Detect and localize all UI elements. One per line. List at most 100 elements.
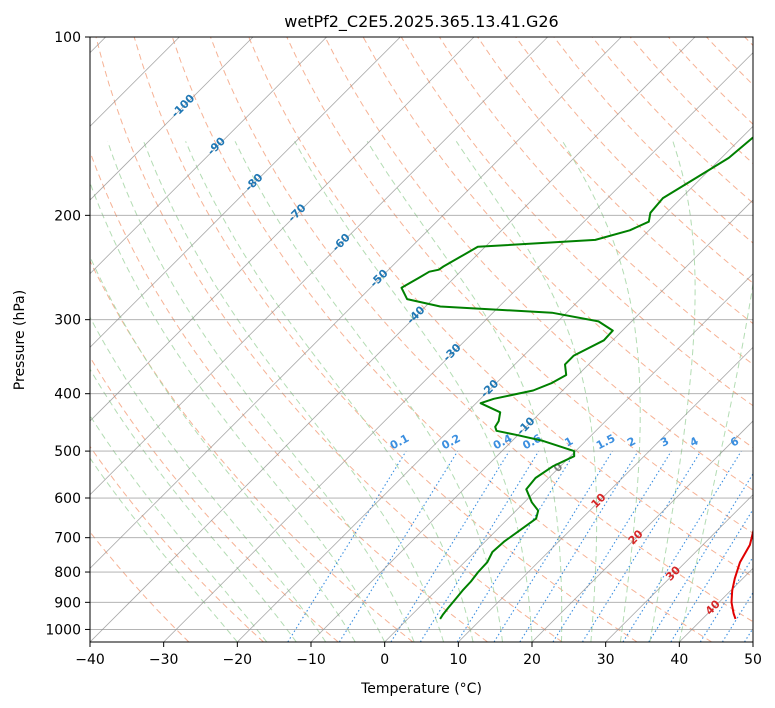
- x-axis-label: Temperature (°C): [360, 681, 482, 697]
- moist-adiabat-line: [185, 141, 474, 642]
- x-tick-label: 20: [523, 652, 541, 668]
- dry-adiabat-line: [90, 531, 190, 642]
- mixing-ratio-line: [519, 450, 639, 642]
- dry-adiabat-line: [668, 37, 753, 125]
- isotherm-label: -80: [242, 171, 265, 194]
- mixing-ratio-line: [456, 450, 577, 642]
- x-axis-ticks: −40 −30 −20 −10 0 10 20 30 40 50: [75, 642, 762, 668]
- temperature-profile-line: [730, 528, 753, 620]
- isotherm-label: -70: [285, 201, 308, 224]
- x-tick-label: 50: [744, 652, 762, 668]
- isotherm-label: -40: [404, 303, 427, 326]
- mixing-ratio-line: [390, 450, 510, 642]
- mixing-ratio-label: 1.5: [594, 432, 617, 453]
- isotherm-line: [310, 199, 753, 642]
- mixing-ratio-line: [622, 450, 742, 642]
- mixing-ratio-line: [338, 450, 459, 642]
- moist-adiabat-line: [90, 414, 268, 642]
- dry-adiabat-line: [706, 37, 753, 86]
- mixing-ratio-line: [287, 450, 407, 642]
- dry-adiabat-line: [90, 150, 488, 642]
- dry-adiabat-line: [591, 37, 753, 204]
- x-tick-label: 10: [449, 652, 467, 668]
- y-tick-label: 200: [54, 208, 81, 224]
- mixing-ratio-lines: [287, 450, 753, 642]
- x-tick-label: −10: [296, 652, 326, 668]
- pressure-gridlines: [90, 37, 753, 630]
- dry-adiabat-line: [553, 37, 753, 244]
- mixing-ratio-line: [670, 508, 753, 642]
- plot-area: 0.10.20.40.611.52346810131620253036-100-…: [90, 37, 753, 642]
- dry-adiabat-line: [324, 37, 753, 491]
- mixing-ratio-label: 0.2: [439, 432, 462, 453]
- y-tick-label: 100: [54, 30, 81, 46]
- dry-adiabat-line: [90, 356, 339, 642]
- dry-adiabat-line: [95, 37, 563, 642]
- isotherm-line: [237, 125, 753, 642]
- isotherm-label: -90: [205, 134, 228, 157]
- x-tick-label: 0: [380, 652, 389, 668]
- plot-frame: [89, 36, 754, 643]
- y-tick-label: 400: [54, 387, 81, 403]
- profile-series: [400, 136, 753, 620]
- dry-adiabat-line: [171, 37, 712, 642]
- x-tick-label: −30: [149, 652, 179, 668]
- isotherm-line: [90, 37, 475, 422]
- isotherm-line: [384, 273, 753, 642]
- dry-adiabat-line: [210, 37, 753, 623]
- dry-adiabat-line: [90, 445, 264, 642]
- isotherm-line: [90, 37, 401, 348]
- dry-adiabat-line: [248, 37, 753, 578]
- y-tick-label: 300: [54, 313, 81, 329]
- x-tick-label: −40: [75, 652, 105, 668]
- x-tick-label: −20: [223, 652, 253, 668]
- mixing-ratio-label: 6: [728, 434, 741, 449]
- dry-adiabat-line: [744, 37, 753, 47]
- dry-adiabat-line: [90, 259, 414, 642]
- y-tick-label: 700: [54, 531, 81, 547]
- chart-title: wetPf2_C2E5.2025.365.13.41.G26: [284, 12, 558, 32]
- y-tick-label: 800: [54, 565, 81, 581]
- isotherm-line: [605, 494, 753, 642]
- line-labels: 0.10.20.40.611.52346810131620253036-100-…: [169, 91, 742, 617]
- isotherm-label: 10: [589, 491, 609, 511]
- isotherm-line: [163, 52, 753, 642]
- dry-adiabats: [90, 37, 753, 642]
- isotherm-label: -20: [478, 377, 501, 400]
- mixing-ratio-label: 3: [658, 434, 671, 449]
- mixing-ratio-line: [699, 555, 753, 642]
- isotherms: [90, 37, 753, 642]
- isotherm-line: [90, 37, 327, 275]
- mixing-ratio-line: [648, 472, 753, 642]
- x-tick-label: 30: [597, 652, 615, 668]
- dry-adiabat-line: [515, 37, 753, 284]
- isotherm-label: -100: [169, 91, 198, 120]
- isotherm-line: [752, 641, 753, 642]
- dewpoint-profile-line: [400, 136, 753, 620]
- y-tick-label: 1000: [45, 622, 81, 638]
- isotherm-line: [90, 37, 254, 201]
- isotherm-label: -30: [440, 341, 463, 364]
- mixing-ratio-line: [721, 591, 753, 642]
- moist-adiabat-line: [90, 368, 297, 642]
- mixing-ratio-line: [552, 450, 672, 642]
- isotherm-line: [90, 37, 696, 642]
- isotherm-line: [90, 37, 548, 496]
- dry-adiabat-line: [133, 37, 638, 642]
- isotherm-line: [531, 420, 753, 642]
- mixing-ratio-label: 0.1: [388, 432, 411, 453]
- dry-adiabat-line: [286, 37, 753, 534]
- isotherm-label: -60: [330, 231, 353, 254]
- mixing-ratio-label: 4: [688, 434, 701, 449]
- dry-adiabat-line: [438, 37, 753, 366]
- isotherm-line: [90, 37, 622, 569]
- x-tick-label: 40: [670, 652, 688, 668]
- y-tick-label: 900: [54, 595, 81, 611]
- mixing-ratio-line: [581, 450, 702, 642]
- y-axis-label: Pressure (hPa): [12, 290, 28, 390]
- isotherm-label: 30: [663, 563, 683, 583]
- isotherm-label: -50: [367, 267, 390, 290]
- y-axis-ticks: 100 200 300 400 500 600 700 800 900 1000: [45, 30, 90, 638]
- moist-adiabat-line: [90, 255, 356, 642]
